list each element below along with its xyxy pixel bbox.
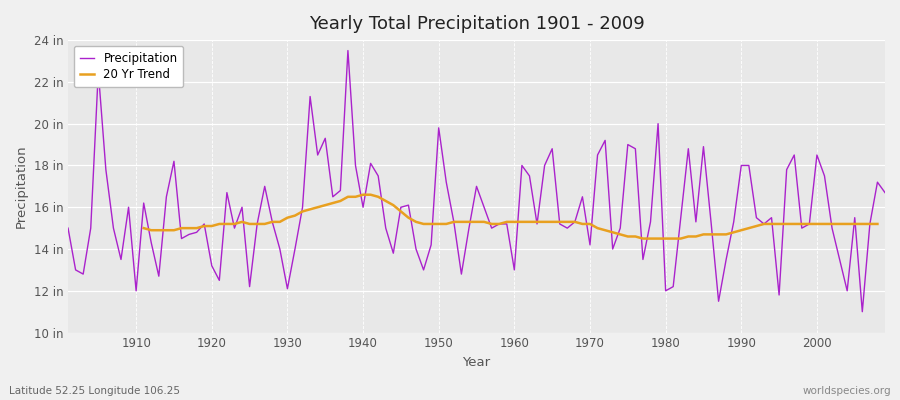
Precipitation: [123, 205, 134, 210]
20 Yr Trend: [508, 220, 519, 224]
Line: Precipitation: Precipitation: [68, 50, 885, 312]
20 Yr Trend: [501, 220, 512, 224]
Text: Latitude 52.25 Longitude 106.25: Latitude 52.25 Longitude 106.25: [9, 386, 180, 396]
Text: worldspecies.org: worldspecies.org: [803, 386, 891, 396]
20 Yr Trend: [335, 198, 346, 203]
Precipitation: [857, 309, 868, 314]
Y-axis label: Precipitation: Precipitation: [15, 144, 28, 228]
Precipitation: [879, 190, 890, 195]
Legend: Precipitation, 20 Yr Trend: Precipitation, 20 Yr Trend: [74, 46, 184, 87]
Title: Yearly Total Precipitation 1901 - 2009: Yearly Total Precipitation 1901 - 2009: [309, 15, 644, 33]
Precipitation: [343, 48, 354, 53]
20 Yr Trend: [599, 228, 610, 233]
Precipitation: [608, 247, 618, 252]
Precipitation: [335, 188, 346, 193]
Line: 20 Yr Trend: 20 Yr Trend: [144, 195, 878, 238]
20 Yr Trend: [290, 213, 301, 218]
Precipitation: [517, 163, 527, 168]
X-axis label: Year: Year: [463, 356, 491, 369]
Precipitation: [63, 226, 74, 230]
Precipitation: [508, 268, 519, 272]
Precipitation: [290, 247, 301, 252]
